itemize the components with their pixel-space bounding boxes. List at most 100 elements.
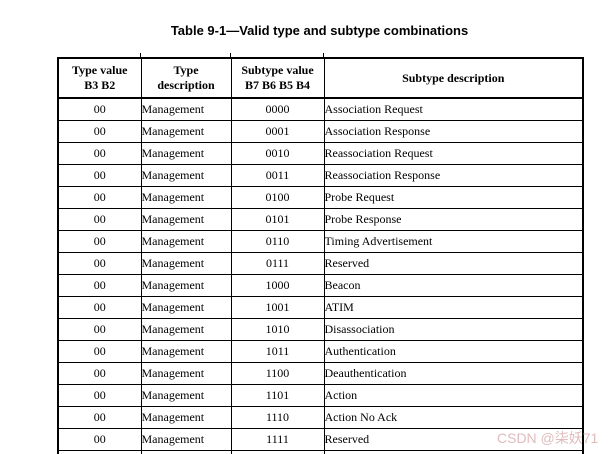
column-tick	[140, 53, 141, 57]
table-header-row: Type value B3 B2 Type description Subtype va…	[57, 57, 584, 99]
table-cell: 1011	[230, 340, 325, 363]
column-header-line: B7 B6 B5 B4	[244, 78, 310, 92]
table-cell: Management	[140, 274, 232, 297]
table-cell: 1101	[230, 384, 325, 407]
table-cell: 0110	[230, 230, 325, 253]
table-row: 00 Management 0000 Association Request	[57, 97, 584, 121]
table-cell-empty	[140, 450, 232, 454]
table-row: 00 Management 1011 Authentication	[57, 340, 584, 363]
table-cell: Association Request	[323, 97, 584, 121]
column-tick	[323, 53, 324, 57]
table-row: 00 Management 1000 Beacon	[57, 274, 584, 297]
table-cell: Reserved	[323, 428, 584, 451]
header-row: Type value B3 B2 Type description Subtype va…	[57, 57, 584, 99]
table-cell: 0011	[230, 164, 325, 187]
table-cell: Management	[140, 142, 232, 165]
table-cell: Management	[140, 252, 232, 275]
table-cell: 00	[57, 208, 142, 231]
table-cell: Management	[140, 120, 232, 143]
table-row: 00 Management 0011 Reassociation Response	[57, 164, 584, 187]
table-row: 00 Management 1100 Deauthentication	[57, 362, 584, 385]
table-cell: Management	[140, 406, 232, 429]
column-header: Type value B3 B2	[57, 57, 142, 99]
table-cell: Probe Response	[323, 208, 584, 231]
table-cell: 0111	[230, 252, 325, 275]
table-cell: 00	[57, 186, 142, 209]
table-cell: 00	[57, 362, 142, 385]
table-cell: 1110	[230, 406, 325, 429]
table-cell: Management	[140, 230, 232, 253]
table-cell: 00	[57, 97, 142, 121]
table-cell: Management	[140, 340, 232, 363]
table-cell-empty	[323, 450, 584, 454]
table-cell-empty	[230, 450, 325, 454]
table-body: 00 Management 0000 Association Request 00 Man…	[57, 97, 584, 454]
table-cell: 0001	[230, 120, 325, 143]
column-header-line: Type value	[72, 63, 128, 77]
column-tick	[230, 53, 231, 57]
table-cell: Management	[140, 97, 232, 121]
column-header-line: B3 B2	[84, 78, 116, 92]
table-cell: 1010	[230, 318, 325, 341]
column-header: Subtype description	[323, 57, 584, 99]
table-cell: 00	[57, 120, 142, 143]
table-cell: 00	[57, 274, 142, 297]
table-cell: Reserved	[323, 252, 584, 275]
table-row: 00 Management 1101 Action	[57, 384, 584, 407]
column-header: Subtype value B7 B6 B5 B4	[230, 57, 325, 99]
table-cell: Disassociation	[323, 318, 584, 341]
table-row: 00 Management 1001 ATIM	[57, 296, 584, 319]
table-row: 00 Management 0110 Timing Advertisement	[57, 230, 584, 253]
table-cell: 0010	[230, 142, 325, 165]
table-cell: ATIM	[323, 296, 584, 319]
table-cell: Timing Advertisement	[323, 230, 584, 253]
type-subtype-table: Type value B3 B2 Type description Subtype va…	[57, 57, 584, 454]
table-cell: Management	[140, 362, 232, 385]
table-cell: Beacon	[323, 274, 584, 297]
table-cell: 0000	[230, 97, 325, 121]
table-cell: Authentication	[323, 340, 584, 363]
table-cell: Action No Ack	[323, 406, 584, 429]
table-cell: Management	[140, 384, 232, 407]
csdn-watermark: CSDN @柒妖71	[497, 430, 599, 446]
table-row: 00 Management 0010 Reassociation Request	[57, 142, 584, 165]
table-row: 00 Management 0101 Probe Response	[57, 208, 584, 231]
table-row: 00 Management 0001 Association Response	[57, 120, 584, 143]
table-cell: 00	[57, 142, 142, 165]
table-cell: Management	[140, 164, 232, 187]
table-row: 00 Management 0100 Probe Request	[57, 186, 584, 209]
table-cell: 00	[57, 230, 142, 253]
table-cell: 1111	[230, 428, 325, 451]
table-cell: 00	[57, 406, 142, 429]
table-cell: 0100	[230, 186, 325, 209]
table-caption: Table 9-1—Valid type and subtype combina…	[170, 23, 469, 38]
table-cell: 00	[57, 252, 142, 275]
table-cell: 00	[57, 318, 142, 341]
column-header: Type description	[140, 57, 232, 99]
table-cell: Management	[140, 428, 232, 451]
table-cell: 00	[57, 428, 142, 451]
table-cell: Probe Request	[323, 186, 584, 209]
table-row: 00 Management 0111 Reserved	[57, 252, 584, 275]
column-header-line: Subtype value	[241, 63, 314, 77]
table-cell: Management	[140, 186, 232, 209]
column-header-line: Type	[173, 63, 199, 77]
table-cell: 00	[57, 340, 142, 363]
column-header-line: description	[157, 78, 215, 92]
table-cell: Reassociation Request	[323, 142, 584, 165]
table-cell: Association Response	[323, 120, 584, 143]
table-cell: 1100	[230, 362, 325, 385]
table-row: 00 Management 1010 Disassociation	[57, 318, 584, 341]
table-cell: Action	[323, 384, 584, 407]
table-cell: 00	[57, 384, 142, 407]
table-row-partial	[57, 450, 584, 454]
table-cell: Management	[140, 318, 232, 341]
table-row: 00 Management 1111 Reserved	[57, 428, 584, 451]
table-cell: 00	[57, 164, 142, 187]
table-cell: 00	[57, 296, 142, 319]
table-cell: Reassociation Response	[323, 164, 584, 187]
table-cell: 1001	[230, 296, 325, 319]
table-cell: Deauthentication	[323, 362, 584, 385]
column-header-line: Subtype description	[402, 70, 505, 85]
